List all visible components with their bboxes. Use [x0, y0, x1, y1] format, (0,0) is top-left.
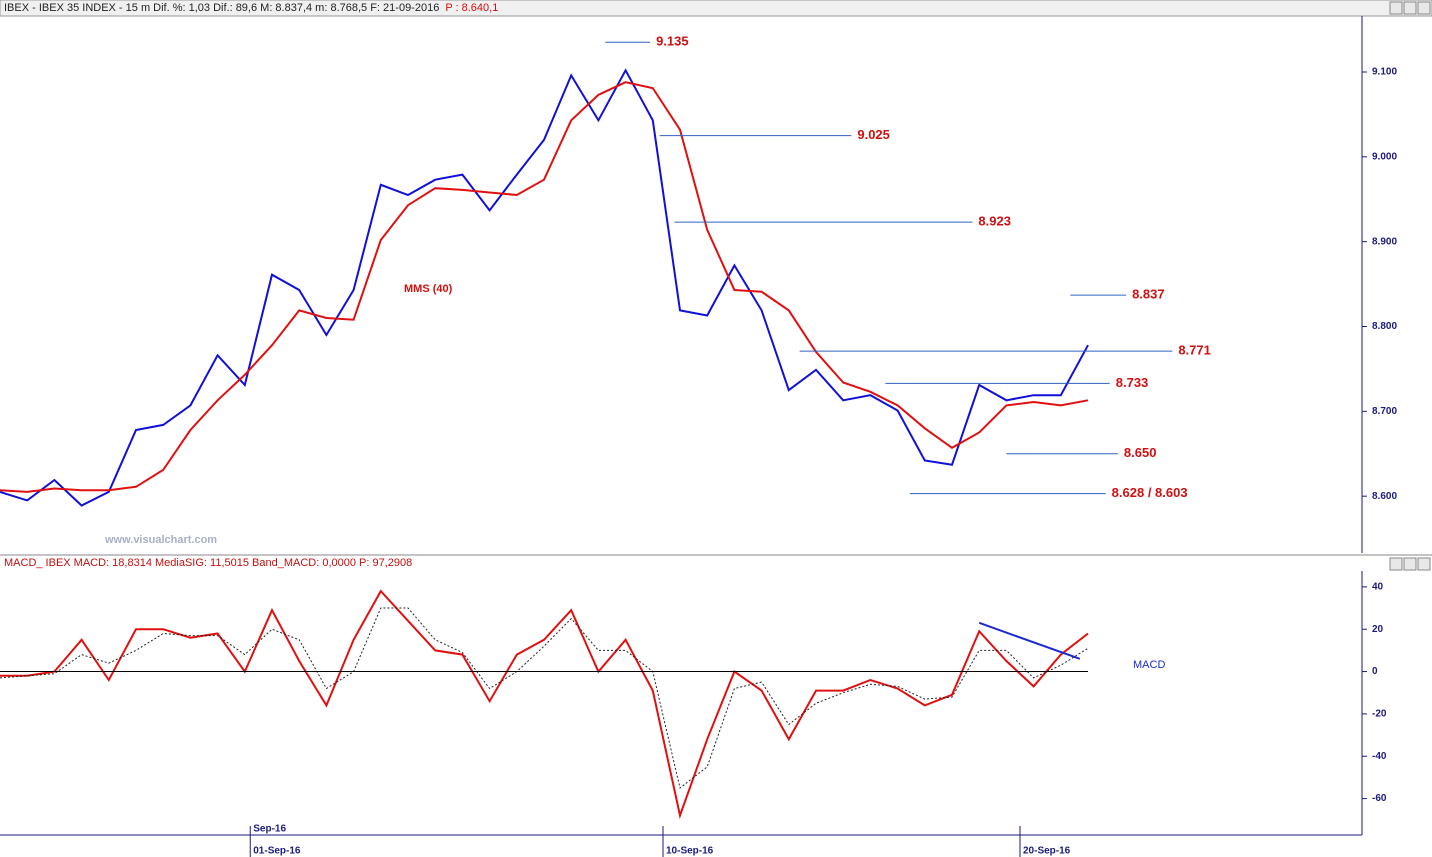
y-tick-label: -20	[1372, 709, 1387, 720]
y-tick-label: 8.800	[1372, 321, 1397, 332]
maximize-button[interactable]	[1403, 557, 1417, 571]
macd-title: MACD_ IBEX MACD: 18,8314 MediaSIG: 11,50…	[4, 557, 412, 569]
level-label: 8.650	[1124, 445, 1157, 460]
macd-annotation: MACD	[1133, 659, 1165, 671]
window-buttons[interactable]	[1389, 1, 1431, 571]
macd-header	[0, 555, 1432, 571]
price-last: P : 8.640,1	[445, 2, 498, 14]
ma-annotation: MMS (40)	[404, 283, 453, 295]
y-tick-label: 8.900	[1372, 236, 1397, 247]
trend-line	[978, 621, 1081, 660]
watermark: www.visualchart.com	[104, 534, 217, 546]
price-header	[0, 0, 1432, 17]
x-tick-label: 10-Sep-16	[666, 846, 714, 857]
y-tick-label: 9.100	[1372, 67, 1397, 78]
x-tick-label: 20-Sep-16	[1023, 846, 1071, 857]
x-tick-label: 01-Sep-16	[253, 846, 301, 857]
minimize-button[interactable]	[1389, 557, 1403, 571]
price-line	[0, 68, 1089, 507]
y-tick-label: -60	[1372, 793, 1387, 804]
secondary-line	[0, 607, 1089, 789]
y-tick-label: -40	[1372, 751, 1387, 762]
level-label: 8.628 / 8.603	[1112, 485, 1188, 500]
secondary-line	[0, 81, 1089, 493]
y-tick-label: 9.000	[1372, 151, 1397, 162]
level-label: 9.025	[857, 127, 890, 142]
level-label: 8.733	[1116, 375, 1149, 390]
level-label: 9.135	[656, 34, 689, 49]
y-tick-label: 20	[1372, 624, 1384, 635]
close-button[interactable]	[1417, 557, 1431, 571]
y-tick-label: 8.600	[1372, 491, 1397, 502]
y-tick-label: 8.700	[1372, 406, 1397, 417]
price-title: IBEX - IBEX 35 INDEX - 15 m Dif. %: 1,03…	[4, 2, 439, 14]
minimize-button[interactable]	[1389, 1, 1403, 15]
y-tick-label: 40	[1372, 582, 1384, 593]
level-label: 8.771	[1178, 343, 1211, 358]
close-button[interactable]	[1417, 1, 1431, 15]
level-label: 8.837	[1132, 287, 1165, 302]
y-tick-label: 0	[1372, 666, 1378, 677]
level-label: 8.923	[978, 214, 1011, 229]
month-label: Sep-16	[253, 824, 286, 835]
maximize-button[interactable]	[1403, 1, 1417, 15]
